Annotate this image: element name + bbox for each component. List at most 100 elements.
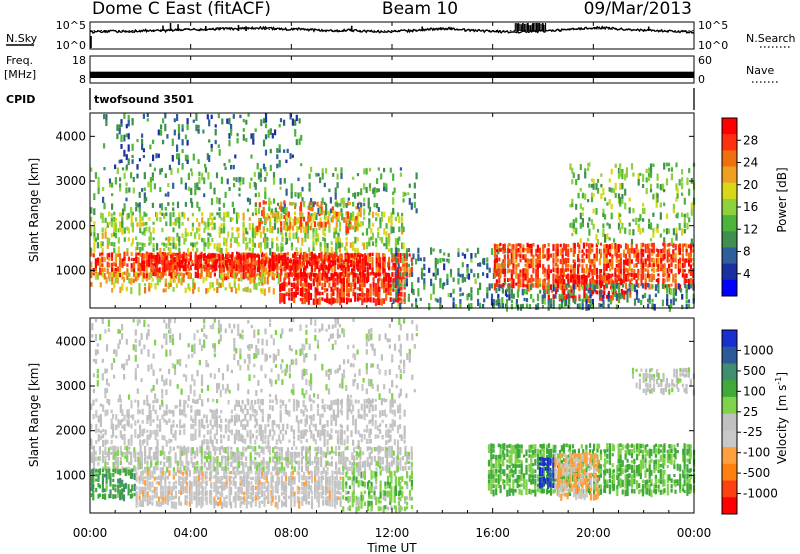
heatmap-cell [536,302,540,310]
heatmap-cell [144,490,147,497]
heatmap-cell [126,272,129,280]
heatmap-cell [591,248,594,253]
heatmap-cell [681,262,684,269]
heatmap-cell [325,485,328,492]
heatmap-cell [117,484,120,489]
heatmap-cell [354,298,357,302]
heatmap-cell [363,168,366,175]
heatmap-cell [251,485,254,493]
heatmap-cell [342,282,345,288]
heatmap-cell [251,271,254,278]
heatmap-cell [564,263,568,268]
heatmap-cell [90,247,93,252]
heatmap-cell [305,451,308,459]
heatmap-cell [368,256,371,263]
heatmap-cell [94,258,97,264]
heatmap-cell [323,241,327,249]
heatmap-cell [347,277,350,283]
heatmap-cell [352,265,355,272]
heatmap-cell [556,273,559,277]
heatmap-cell [293,291,296,300]
heatmap-cell [297,236,300,243]
heatmap-cell [339,480,342,488]
heatmap-cell [92,272,95,276]
heatmap-cell [405,262,408,268]
heatmap-cell [92,451,96,459]
heatmap-cell [357,452,360,458]
heatmap-cell [579,164,582,171]
heatmap-cell [131,222,134,229]
heatmap-cell [190,481,193,488]
heatmap-cell [519,254,522,259]
heatmap-cell [359,455,362,460]
heatmap-cell [294,221,297,226]
heatmap-cell [498,244,501,249]
heatmap-cell [146,254,149,261]
heatmap-cell [687,283,691,290]
heatmap-cell [210,114,213,119]
heatmap-cell [290,187,293,195]
heatmap-cell [167,191,170,197]
heatmap-cell [121,493,124,500]
heatmap-cell [495,269,498,277]
heatmap-cell [626,249,629,255]
heatmap-cell [633,288,637,292]
heatmap-cell [399,283,402,287]
heatmap-cell [205,266,208,274]
heatmap-cell [288,259,291,264]
heatmap-cell [283,277,286,283]
heatmap-cell [640,273,643,281]
heatmap-cell [342,273,345,281]
heatmap-cell [595,253,598,262]
heatmap-cell [242,264,245,272]
heatmap-cell [315,213,318,220]
heatmap-cell [377,456,380,464]
heatmap-cell [169,247,172,255]
heatmap-cell [276,211,279,219]
heatmap-cell [216,243,219,250]
heatmap-cell [652,268,655,273]
heatmap-cell [581,258,584,263]
heatmap-cell [128,187,131,193]
heatmap-cell [261,282,264,286]
heatmap-cell [589,278,592,286]
heatmap-cell [593,284,596,292]
heatmap-cell [624,202,627,210]
heatmap-cell [179,466,182,474]
heatmap-cell [340,278,343,286]
heatmap-cell [198,227,201,232]
heatmap-cell [139,471,143,477]
power-colorbar-tick-label: 12 [743,222,758,236]
heatmap-cell [338,247,341,253]
heatmap-cell [259,178,262,182]
heatmap-cell [607,244,610,251]
heatmap-cell [385,460,389,468]
heatmap-cell [320,461,323,468]
heatmap-cell [222,455,225,459]
heatmap-cell [291,461,294,469]
heatmap-cell [116,167,119,175]
heatmap-cell [392,197,395,205]
heatmap-cell [373,455,376,462]
heatmap-cell [285,265,288,270]
heatmap-cell [218,226,221,232]
heatmap-cell [237,232,240,238]
heatmap-cell [607,298,610,302]
heatmap-cell [365,276,369,284]
heatmap-cell [168,490,171,495]
heatmap-cell [463,253,467,259]
heatmap-cell [234,481,237,487]
heatmap-cell [214,451,217,456]
heatmap-cell [131,468,134,473]
heatmap-cell [644,278,647,286]
heatmap-cell [668,263,671,271]
heatmap-cell [310,222,313,228]
heatmap-cell [516,289,520,296]
heatmap-cell [651,242,654,248]
heatmap-cell [614,267,617,276]
heatmap-cell [501,283,504,289]
heatmap-cell [605,278,608,285]
heatmap-cell [644,282,647,290]
heatmap-cell [216,465,219,472]
heatmap-cell [297,460,300,466]
